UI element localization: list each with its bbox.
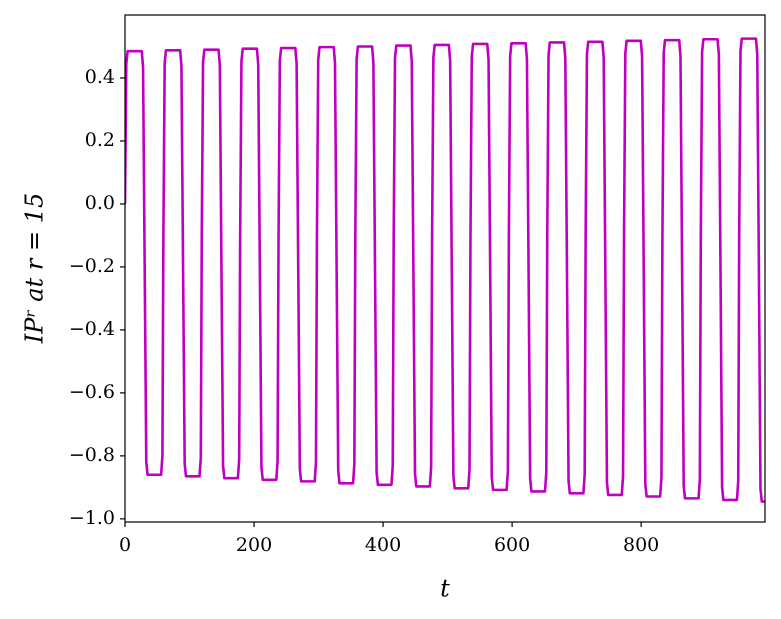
y-tick-label: 0.4 bbox=[85, 66, 115, 88]
y-tick-label: −0.2 bbox=[69, 255, 115, 277]
y-tick-label: −0.4 bbox=[69, 318, 115, 340]
y-tick-label: 0.2 bbox=[85, 129, 115, 151]
y-tick-label: 0.0 bbox=[85, 192, 115, 214]
x-tick-label: 800 bbox=[623, 534, 659, 556]
y-axis-label: IPʳ at r = 15 bbox=[21, 193, 49, 345]
plot-frame bbox=[124, 14, 766, 523]
y-tick-label: −1.0 bbox=[69, 507, 115, 529]
x-tick-label: 400 bbox=[365, 534, 401, 556]
y-tick-label: −0.6 bbox=[69, 381, 115, 403]
y-tick-label: −0.8 bbox=[69, 444, 115, 466]
x-tick-label: 600 bbox=[494, 534, 530, 556]
line-series bbox=[125, 37, 765, 503]
x-tick-label: 0 bbox=[119, 534, 131, 556]
x-tick-label: 200 bbox=[236, 534, 272, 556]
x-axis-label: t bbox=[440, 575, 450, 603]
